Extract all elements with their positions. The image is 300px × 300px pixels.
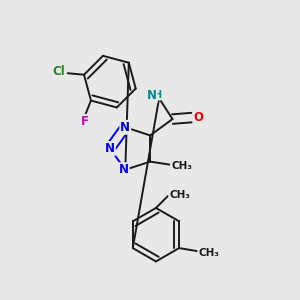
Text: Cl: Cl [52,65,65,78]
Text: CH₃: CH₃ [169,190,190,200]
Text: CH₃: CH₃ [171,161,192,171]
Text: N: N [120,121,130,134]
Text: F: F [81,115,89,128]
Text: N: N [147,89,157,102]
Text: H: H [153,90,161,100]
Text: N: N [119,163,129,176]
Text: O: O [194,111,203,124]
Text: N: N [105,142,115,155]
Text: CH₃: CH₃ [198,248,219,257]
